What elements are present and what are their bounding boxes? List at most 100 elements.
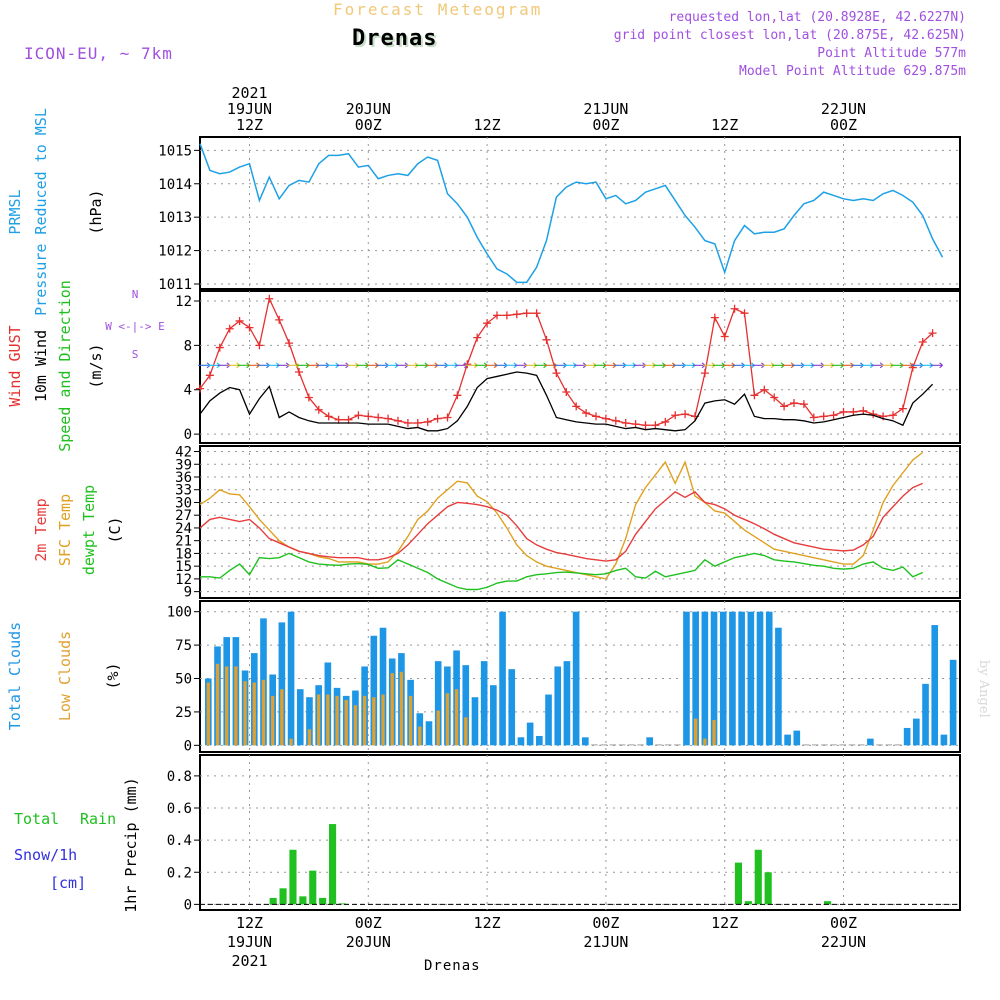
y-tick-label: 9 <box>184 585 192 601</box>
low-cloud-bar <box>326 694 330 746</box>
sfc-temp-line <box>199 451 924 580</box>
precip-bar <box>319 897 327 905</box>
low-cloud-bar <box>353 705 358 746</box>
y-tick-label: 42 <box>175 445 192 461</box>
precip-bar <box>279 888 287 905</box>
gust-point <box>592 412 600 421</box>
pressure-label: PRMSL <box>6 189 24 234</box>
gust-point <box>235 316 244 325</box>
low-cloud-bar <box>390 673 394 746</box>
gust-point <box>354 411 363 420</box>
total-cloud-bar <box>867 738 874 746</box>
total-cloud-bar <box>627 744 635 746</box>
total-cloud-bar <box>618 744 626 746</box>
panel-frame <box>199 600 961 753</box>
total-cloud-bar <box>572 611 580 746</box>
low-cloud-bar <box>703 738 707 746</box>
y-tick-label: 1012 <box>158 244 192 260</box>
top-time-label: 19JUN <box>227 100 272 118</box>
gust-point <box>364 412 373 421</box>
gust-point <box>245 323 254 332</box>
gust-point <box>403 419 412 428</box>
y-tick-label: 27 <box>175 508 192 524</box>
total-cloud-bar <box>692 611 699 746</box>
precip-bar <box>289 849 297 905</box>
grid-point: grid point closest lon,lat (20.875E, 42.… <box>613 28 966 43</box>
gust-point <box>205 371 214 380</box>
total-cloud-bar <box>811 744 819 746</box>
total-cloud-bar <box>296 689 304 746</box>
rain-legend-total: Total <box>14 810 59 828</box>
bottom-time-label: 20JUN <box>346 933 391 951</box>
y-tick-label: 0.2 <box>167 865 192 881</box>
total-cloud-bar <box>821 744 828 746</box>
total-cloud-bar <box>857 744 865 746</box>
panel-frame <box>199 136 961 290</box>
rain-legend-rain: Rain <box>80 810 116 828</box>
gust-point <box>631 420 640 429</box>
panel-grids <box>200 137 960 910</box>
panel-frame <box>199 754 961 911</box>
low-cloud-bar <box>712 719 716 746</box>
total-cloud-bar <box>490 685 497 746</box>
y-tick-label: 0.8 <box>167 769 192 785</box>
gust-point <box>582 409 591 418</box>
station-title: Drenas <box>352 26 438 51</box>
precip-bar <box>734 862 743 905</box>
y-tick-label: 1013 <box>158 210 192 226</box>
compass-s: S <box>132 348 139 361</box>
gust-point <box>552 369 561 378</box>
total-cloud-bar <box>278 622 286 746</box>
gust-point <box>374 413 383 422</box>
gust-point <box>641 421 650 430</box>
y-tick-label: 0.4 <box>167 833 192 849</box>
top-time-label: 12Z <box>236 116 263 134</box>
gust-point <box>562 387 571 396</box>
temp-2m-line <box>199 482 923 562</box>
point-altitude: Point Altitude 577m <box>817 46 966 61</box>
gust-point <box>621 419 630 428</box>
gust-point <box>819 412 828 421</box>
gust-point <box>671 411 680 420</box>
precip-bar <box>764 872 772 905</box>
low-cloud-bar <box>344 699 348 746</box>
panel-frame <box>199 290 961 444</box>
y-tick-label: 100 <box>167 605 192 621</box>
gust-point <box>859 406 868 415</box>
total-cloud-bar <box>673 744 681 746</box>
y-tick-label: 0 <box>184 427 192 443</box>
low-cloud-bar <box>307 729 312 746</box>
panel-frame <box>199 445 961 599</box>
gust-point <box>225 324 234 333</box>
total-cloud-bar <box>940 734 948 746</box>
y-tick-label: 1011 <box>158 277 192 293</box>
gust-point <box>651 421 660 430</box>
total-cloud-bar <box>894 744 902 746</box>
y-tick-label: 15 <box>175 559 192 575</box>
total-cloud-bar <box>370 635 378 746</box>
footer-station: Drenas <box>424 958 481 974</box>
top-time-label: 12Z <box>474 116 501 134</box>
snow-unit: [cm] <box>50 874 86 892</box>
precip-bar <box>269 897 277 905</box>
low-cloud-bar <box>252 682 256 746</box>
precip-label: 1hr Precip (mm) <box>122 777 140 912</box>
low-cloud-bar <box>316 694 321 746</box>
gust-point <box>532 309 541 318</box>
top-time-label: 00Z <box>592 116 619 134</box>
bottom-time-label: 21JUN <box>583 933 628 951</box>
bottom-time-label: 2021 <box>231 952 267 970</box>
total-cloud-bar <box>526 722 534 746</box>
top-time-label: 20JUN <box>346 100 391 118</box>
gust-point <box>700 369 709 378</box>
total-cloud-bar <box>885 744 893 746</box>
total-cloud-bar <box>913 718 920 746</box>
temp-unit: (C) <box>106 516 124 543</box>
gust-point <box>512 310 521 319</box>
low-cloud-bar <box>271 695 275 746</box>
snow-legend: Snow/1h <box>14 846 77 864</box>
bottom-time-label: 00Z <box>355 914 382 932</box>
gust-point <box>265 294 274 303</box>
y-tick-label: 30 <box>175 495 192 511</box>
